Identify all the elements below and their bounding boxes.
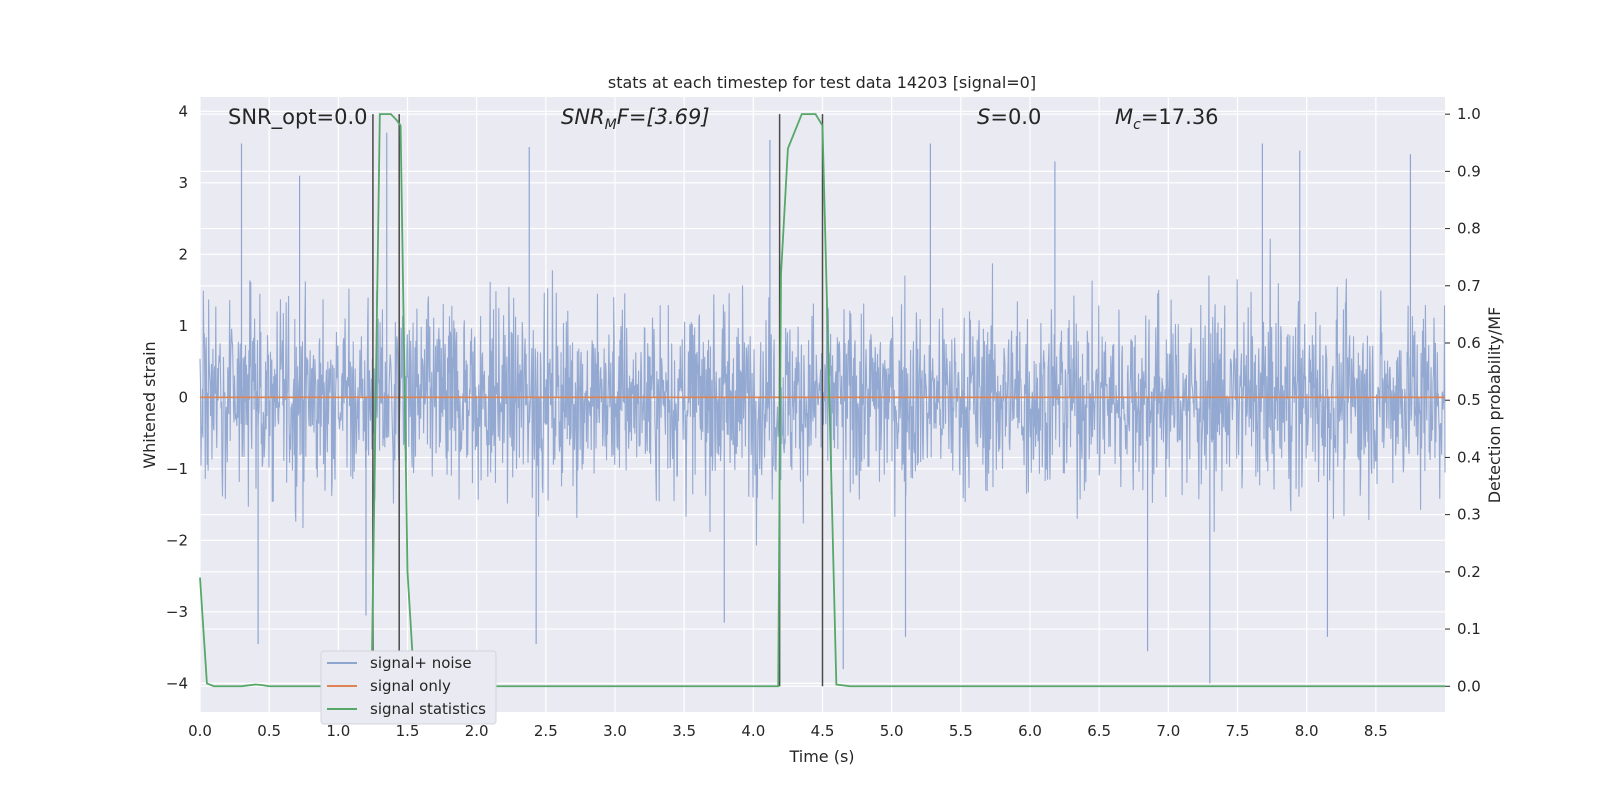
legend: signal+ noise signal only signal statist… [320,650,497,725]
x-tick-label: 7.0 [1156,722,1180,740]
x-tick-labels: 0.0 0.5 1.0 1.5 2.0 2.5 3.0 3.5 4.0 4.5 5.0 5.5 6.0 6… [188,722,1388,740]
y-tick-label: −4 [166,674,188,692]
chart-title: stats at each timestep for test data 142… [608,73,1036,92]
annotation-mc: Mc=17.36 [1115,105,1219,133]
legend-label-signal-noise: signal+ noise [370,654,472,672]
annotation-s: S=0.0 [977,105,1041,129]
y-right-tick-label: 0.3 [1457,506,1481,524]
y-right-tick-label: 0.8 [1457,220,1481,238]
y-right-tick-label: 1.0 [1457,105,1481,123]
x-tick-label: 3.0 [603,722,627,740]
y-right-tick-label: 0.9 [1457,162,1481,180]
y-right-tick-label: 0.7 [1457,277,1481,295]
legend-box [320,650,497,725]
x-tick-label: 1.5 [396,722,420,740]
signal-statistics-line [199,113,1445,688]
y-tick-label: −3 [166,603,188,621]
series-signal-statistics [199,113,1445,688]
x-tick-label: 3.5 [672,722,696,740]
y-tick-labels: 4 3 2 1 0 −1 −2 −3 −4 [166,102,188,692]
y-right-tick-label: 0.6 [1457,334,1481,352]
y-right-tick-label: 0.5 [1457,391,1481,409]
x-tick-label: 6.0 [1018,722,1042,740]
y-right-tick-label: 0.2 [1457,563,1481,581]
y-tick-label: 1 [178,317,188,335]
y-right-tick-labels: 1.0 0.9 0.8 0.7 0.6 0.5 0.4 0.3 0.2 0.1 0.0 [1445,105,1481,695]
legend-label-signal-only: signal only [370,677,451,695]
x-tick-label: 2.0 [465,722,489,740]
x-tick-label: 0.5 [257,722,281,740]
y-tick-label: 3 [178,174,188,192]
x-tick-label: 7.5 [1226,722,1250,740]
y-tick-label: 0 [178,388,188,406]
y-right-tick-label: 0.1 [1457,620,1481,638]
x-tick-label: 8.0 [1295,722,1319,740]
x-tick-label: 2.5 [534,722,558,740]
y-right-tick-label: 0.0 [1457,677,1481,695]
annotation-snr-opt: SNR_opt=0.0 [228,105,368,130]
y-tick-label: −1 [166,460,188,478]
y-right-tick-label: 0.4 [1457,448,1481,466]
y-right-axis-label: Detection probability/MF [1485,307,1504,504]
x-tick-label: 0.0 [188,722,212,740]
x-tick-label: 8.5 [1364,722,1388,740]
legend-label-signal-statistics: signal statistics [370,700,486,718]
x-tick-label: 6.5 [1087,722,1111,740]
x-tick-label: 4.0 [741,722,765,740]
x-tick-label: 1.0 [326,722,350,740]
y-tick-label: −2 [166,531,188,549]
y-tick-label: 4 [178,102,188,120]
x-axis-label: Time (s) [788,747,854,766]
y-tick-label: 2 [178,245,188,263]
annotation-snr-mf: SNRMF=[3.69] [561,105,710,133]
x-tick-label: 5.5 [949,722,973,740]
x-tick-label: 5.0 [880,722,904,740]
y-axis-label: Whitened strain [140,341,159,468]
series-signal-noise [199,132,1446,684]
x-tick-label: 4.5 [811,722,835,740]
